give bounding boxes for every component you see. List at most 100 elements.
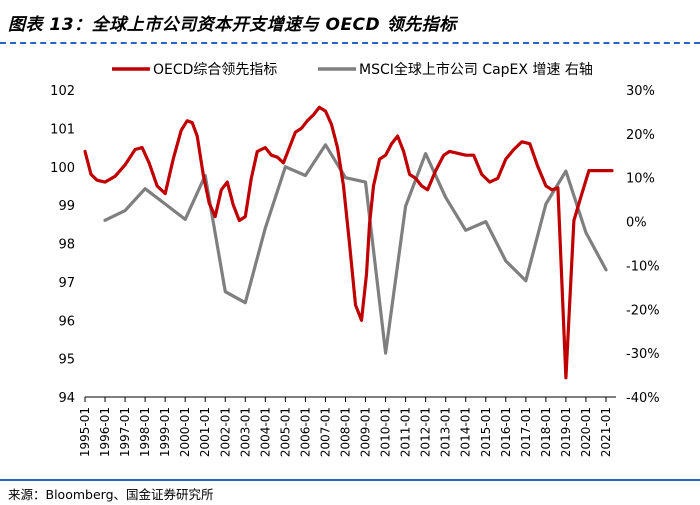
oecd-point bbox=[165, 193, 166, 194]
right-tick-label: 10% bbox=[626, 172, 655, 187]
x-tick-label: 2007-01 bbox=[318, 407, 332, 457]
right-axis: -40% -30% -20% -10% 0% 10% 20% 30% bbox=[626, 84, 660, 406]
oecd-point bbox=[379, 159, 380, 160]
left-tick-label: 102 bbox=[50, 84, 75, 99]
oecd-point bbox=[245, 216, 246, 217]
right-tick-label: -40% bbox=[626, 391, 660, 406]
x-tick-label: 1997-01 bbox=[118, 407, 132, 457]
oecd-point bbox=[331, 124, 332, 125]
right-tick-label: -20% bbox=[626, 303, 660, 318]
oecd-point bbox=[307, 120, 308, 121]
oecd-point bbox=[251, 178, 252, 179]
oecd-point bbox=[603, 170, 604, 171]
x-tick-label: 2006-01 bbox=[298, 407, 312, 457]
oecd-point bbox=[90, 174, 91, 175]
msci-capex-point bbox=[125, 210, 126, 211]
msci-capex-point bbox=[225, 291, 226, 292]
msci-capex-point bbox=[145, 188, 146, 189]
msci-capex-point bbox=[445, 197, 446, 198]
oecd-point bbox=[545, 185, 546, 186]
oecd-point bbox=[551, 189, 552, 190]
msci-capex-point bbox=[385, 353, 386, 354]
oecd-point bbox=[283, 162, 284, 163]
oecd-point bbox=[142, 147, 143, 148]
oecd-point bbox=[373, 185, 374, 186]
x-tick-label: 2005-01 bbox=[278, 407, 292, 457]
oecd-point bbox=[233, 205, 234, 206]
legend-label: OECD综合领先指标 bbox=[153, 62, 277, 78]
oecd-point bbox=[521, 141, 522, 142]
oecd-point bbox=[289, 147, 290, 148]
oecd-point bbox=[173, 159, 174, 160]
left-axis: 94 95 96 97 98 99 100 101 102 bbox=[50, 84, 75, 406]
msci-capex-point bbox=[345, 177, 346, 178]
left-tick-label: 101 bbox=[50, 122, 75, 137]
oecd-point bbox=[443, 155, 444, 156]
series-layer bbox=[83, 105, 614, 380]
left-tick-label: 96 bbox=[58, 314, 75, 329]
msci-capex-point bbox=[365, 182, 366, 183]
oecd-point bbox=[343, 185, 344, 186]
x-tick-label: 2000-01 bbox=[178, 407, 192, 457]
oecd-point bbox=[197, 136, 198, 137]
right-tick-label: 0% bbox=[626, 216, 647, 231]
oecd-point bbox=[597, 170, 598, 171]
x-tick-label: 2003-01 bbox=[238, 407, 252, 457]
oecd-point bbox=[209, 203, 210, 204]
x-tick-label: 2015-01 bbox=[479, 407, 493, 457]
source-note: 来源：Bloomberg、国金证券研究所 bbox=[8, 487, 214, 502]
oecd-point bbox=[565, 377, 566, 378]
oecd-point bbox=[513, 149, 514, 150]
x-tick-label: 1998-01 bbox=[138, 407, 152, 457]
oecd-point bbox=[295, 132, 296, 133]
oecd-point bbox=[349, 243, 350, 244]
legend-label: MSCI全球上市公司 CapEX 增速 右轴 bbox=[359, 61, 593, 78]
oecd-point bbox=[337, 147, 338, 148]
footer-divider bbox=[0, 479, 700, 481]
oecd-point bbox=[607, 170, 608, 171]
oecd-point bbox=[481, 174, 482, 175]
x-tick-label: 1999-01 bbox=[158, 407, 172, 457]
x-tick-label: 2008-01 bbox=[338, 407, 352, 457]
oecd-point bbox=[369, 224, 370, 225]
legend: OECD综合领先指标 MSCI全球上市公司 CapEX 增速 右轴 bbox=[112, 61, 593, 78]
x-tick-label: 2011-01 bbox=[399, 407, 413, 457]
oecd-point bbox=[409, 174, 410, 175]
oecd-point bbox=[104, 182, 105, 183]
oecd-point bbox=[497, 178, 498, 179]
msci-capex-point bbox=[465, 230, 466, 231]
oecd-point bbox=[588, 170, 589, 171]
x-tick-label: 1995-01 bbox=[78, 407, 92, 457]
oecd-point bbox=[435, 170, 436, 171]
x-tick-label: 2012-01 bbox=[419, 407, 433, 457]
oecd-point bbox=[277, 157, 278, 158]
left-tick-label: 97 bbox=[58, 276, 75, 291]
left-tick-label: 100 bbox=[50, 161, 75, 176]
x-tick-label: 2001-01 bbox=[198, 407, 212, 457]
msci-capex-point bbox=[605, 269, 606, 270]
oecd-point bbox=[257, 151, 258, 152]
msci-capex-point bbox=[265, 228, 266, 229]
oecd-point bbox=[557, 187, 558, 188]
x-tick-label: 2004-01 bbox=[258, 407, 272, 457]
right-tick-label: 30% bbox=[626, 84, 655, 99]
msci-capex-point bbox=[505, 260, 506, 261]
oecd-point bbox=[581, 193, 582, 194]
x-tick-label: 2014-01 bbox=[459, 407, 473, 457]
oecd-point bbox=[115, 176, 116, 177]
oecd-point bbox=[319, 107, 320, 108]
left-tick-label: 99 bbox=[58, 199, 75, 214]
oecd-point bbox=[96, 180, 97, 181]
oecd-point bbox=[221, 189, 222, 190]
title-divider bbox=[0, 42, 700, 44]
x-axis: 1995-01 1996-01 1997-01 1998-01 1999-01 2000-… bbox=[78, 396, 616, 457]
oecd-point bbox=[125, 164, 126, 165]
oecd-point bbox=[361, 320, 362, 321]
x-tick-label: 2013-01 bbox=[439, 407, 453, 457]
right-tick-label: -30% bbox=[626, 347, 660, 362]
oecd-point bbox=[421, 185, 422, 186]
msci-capex-line bbox=[103, 143, 608, 355]
oecd-point bbox=[573, 220, 574, 221]
oecd-point bbox=[325, 111, 326, 112]
x-tick-label: 2009-01 bbox=[359, 407, 373, 457]
